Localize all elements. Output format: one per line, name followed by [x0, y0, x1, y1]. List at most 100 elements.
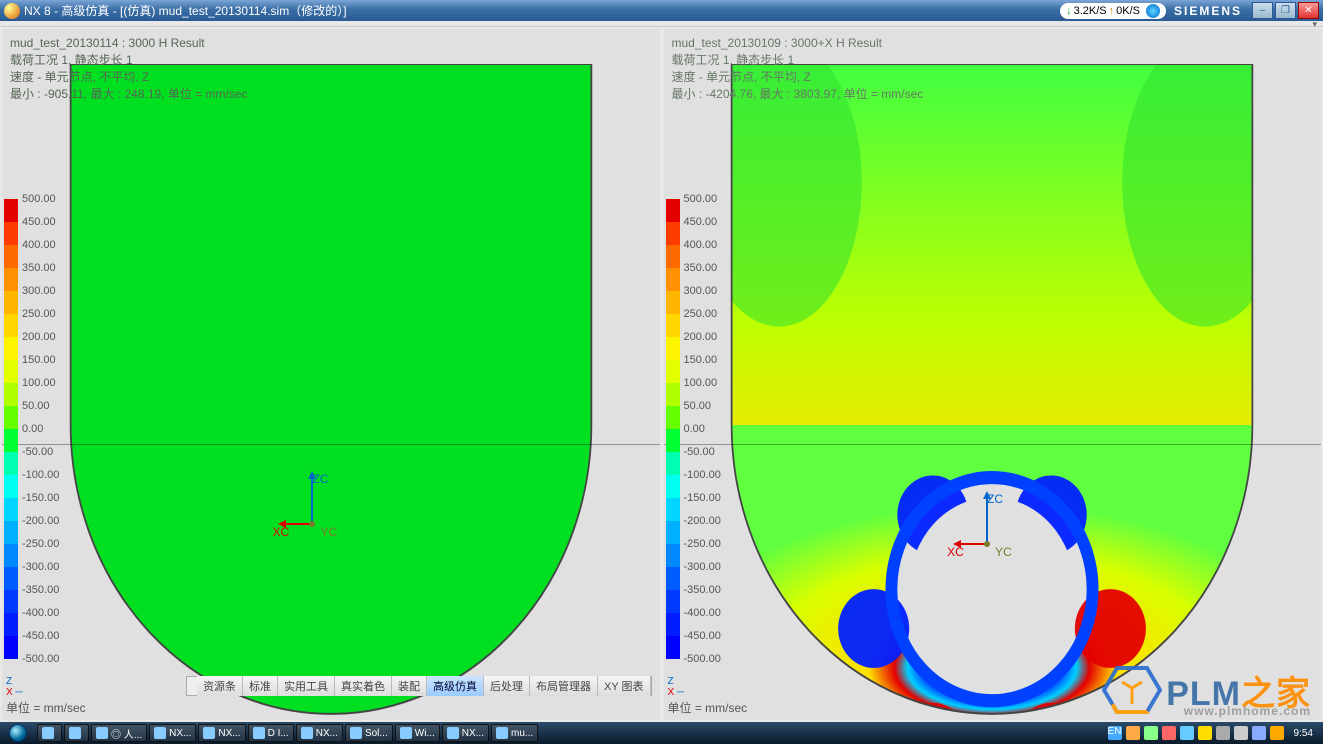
toolbar-tab[interactable]: XY 图表 — [598, 676, 651, 696]
legend-label: 350.00 — [22, 262, 56, 274]
tray-icon[interactable] — [1216, 726, 1230, 740]
app-name: NX 8 — [24, 4, 51, 18]
taskbar-item[interactable]: Wi... — [395, 724, 440, 742]
toolbar-tab[interactable]: 高级仿真 — [427, 676, 484, 696]
legend-label: 0.00 — [684, 423, 705, 435]
legend-segment — [4, 521, 18, 544]
legend-label: -450.00 — [22, 630, 59, 642]
model-midline — [664, 444, 1322, 445]
viewport-pane-0[interactable]: mud_test_20130114 : 3000 H Result载荷工况 1,… — [2, 29, 660, 720]
app-icon — [4, 3, 20, 19]
tray-icon[interactable] — [1180, 726, 1194, 740]
toolbar-tab[interactable]: 装配 — [392, 676, 427, 696]
legend-segment — [4, 636, 18, 659]
toolbar-tab[interactable]: 真实着色 — [335, 676, 392, 696]
taskbar-item[interactable]: D I... — [248, 724, 294, 742]
legend-label: 50.00 — [684, 400, 712, 412]
upload-icon: ↑ — [1109, 5, 1115, 17]
toolbar-tab[interactable]: 标准 — [243, 676, 278, 696]
tray-icon[interactable] — [1234, 726, 1248, 740]
taskbar-item[interactable]: mu... — [491, 724, 538, 742]
window-buttons: – ❐ ✕ — [1252, 2, 1319, 19]
taskbar-item[interactable]: NX... — [442, 724, 489, 742]
legend-label: -100.00 — [22, 469, 59, 481]
axis-x-icon: X — [668, 687, 675, 698]
taskbar-item[interactable] — [37, 724, 62, 742]
legend-label: -500.00 — [684, 653, 721, 665]
toolbar-tab[interactable]: 布局管理器 — [530, 676, 598, 696]
watermark: PLM之家 www.plmhome.com — [1102, 664, 1311, 716]
legend-label: 100.00 — [22, 377, 56, 389]
mini-triad: ZX ─ — [6, 676, 23, 698]
taskbar-clock[interactable]: 9:54 — [1294, 728, 1313, 739]
taskbar-item-label: NX... — [218, 728, 240, 739]
legend-segment — [4, 613, 18, 636]
mini-triad: ZX ─ — [668, 676, 685, 698]
result-info: mud_test_20130109 : 3000+X H Result载荷工况 … — [672, 35, 924, 103]
legend-label: -450.00 — [684, 630, 721, 642]
legend-segment — [4, 314, 18, 337]
taskbar-item-icon — [154, 727, 166, 739]
legend-label: 250.00 — [684, 308, 718, 320]
maximize-button[interactable]: ❐ — [1275, 2, 1296, 19]
network-monitor[interactable]: ↓ 3.2K/S ↑ 0K/S — [1060, 3, 1166, 19]
legend-label: -100.00 — [684, 469, 721, 481]
tray-icon[interactable] — [1126, 726, 1140, 740]
download-icon: ↓ — [1066, 5, 1072, 17]
taskbar-item-icon — [301, 727, 313, 739]
viewport-pane-1[interactable]: mud_test_20130109 : 3000+X H Result载荷工况 … — [664, 29, 1322, 720]
units-label: 单位 = mm/sec — [6, 699, 86, 716]
info-line: mud_test_20130109 : 3000+X H Result — [672, 35, 924, 52]
info-line: 最小 : -905.11, 最大 : 248.19, 单位 = mm/sec — [10, 86, 248, 103]
legend-label: -50.00 — [684, 446, 715, 458]
floating-toolbar[interactable]: 资源条标准实用工具真实着色装配高级仿真后处理布局管理器XY 图表 — [186, 676, 652, 696]
legend-segment — [4, 452, 18, 475]
tray-icon[interactable] — [1198, 726, 1212, 740]
legend-label: -50.00 — [22, 446, 53, 458]
taskbar-item[interactable]: NX... — [296, 724, 343, 742]
taskbar-item[interactable]: ◎ 人... — [91, 724, 147, 742]
legend-label: 200.00 — [22, 331, 56, 343]
legend-label: -250.00 — [684, 538, 721, 550]
taskbar-item[interactable] — [64, 724, 89, 742]
minimize-button[interactable]: – — [1252, 2, 1273, 19]
info-line: 载荷工况 1, 静态步长 1 — [10, 52, 248, 69]
toolbar-tab[interactable]: 后处理 — [484, 676, 530, 696]
legend-label: 50.00 — [22, 400, 50, 412]
legend-label: -200.00 — [22, 515, 59, 527]
legend-label: 400.00 — [684, 239, 718, 251]
legend-segment — [666, 475, 680, 498]
axis-xc-label: XC — [947, 545, 964, 559]
taskbar-item[interactable]: Sol... — [345, 724, 393, 742]
watermark-url: www.plmhome.com — [1184, 704, 1311, 718]
legend-segment — [666, 199, 680, 222]
legend-label: 100.00 — [684, 377, 718, 389]
legend-segment — [4, 222, 18, 245]
legend-bar — [666, 199, 680, 659]
legend-segment — [666, 498, 680, 521]
work-area: mud_test_20130114 : 3000 H Result载荷工况 1,… — [0, 27, 1323, 722]
toolbar-tab[interactable]: 实用工具 — [278, 676, 335, 696]
legend-label: 300.00 — [684, 285, 718, 297]
legend-label: -500.00 — [22, 653, 59, 665]
ie-icon[interactable] — [1146, 4, 1160, 18]
taskbar-item[interactable]: NX... — [198, 724, 245, 742]
toolbar-tab[interactable]: 资源条 — [197, 676, 243, 696]
taskbar-item[interactable]: NX... — [149, 724, 196, 742]
tray-icon[interactable] — [1252, 726, 1266, 740]
close-button[interactable]: ✕ — [1298, 2, 1319, 19]
axis-xc-label: XC — [272, 525, 289, 539]
legend-segment — [4, 245, 18, 268]
tray-icon[interactable] — [1270, 726, 1284, 740]
tray-lang[interactable]: EN — [1108, 726, 1122, 740]
taskbar-item-label: NX... — [462, 728, 484, 739]
legend-segment — [4, 199, 18, 222]
tray-icon[interactable] — [1162, 726, 1176, 740]
start-button[interactable] — [0, 722, 36, 744]
axis-yc-label: YC — [320, 525, 337, 539]
start-orb-icon — [9, 724, 27, 742]
tray-icon[interactable] — [1144, 726, 1158, 740]
taskbar-item-icon — [400, 727, 412, 739]
legend-segment — [666, 452, 680, 475]
legend-segment — [666, 613, 680, 636]
